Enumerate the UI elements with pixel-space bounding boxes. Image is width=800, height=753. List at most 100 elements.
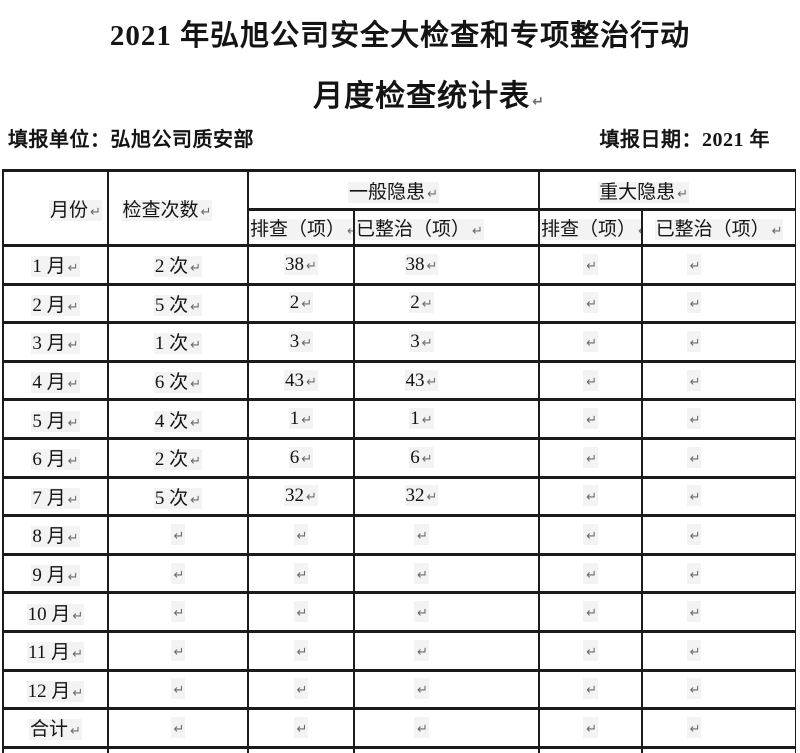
paragraph-mark-icon: ↵: [427, 186, 438, 202]
paragraph-mark-icon: ↵: [301, 451, 313, 467]
paragraph-mark-icon: ↵: [301, 335, 313, 351]
cell-month: 4 月 ↵: [2, 359, 109, 402]
table-row: 1 月 ↵ 2 次 ↵ 38 ↵ 38 ↵ ↵ ↵: [2, 244, 796, 286]
cell-month: 3 月 ↵: [2, 321, 109, 363]
paragraph-mark-icon: ↵: [689, 683, 701, 699]
cell-general-rectified-value: 6: [410, 446, 420, 468]
header-major-rectified: 已整治（项） ↵: [641, 208, 796, 247]
paragraph-mark-icon: ↵: [190, 299, 202, 315]
cell-major-screened: ↵: [538, 591, 644, 633]
cell-month-value: 合计: [30, 719, 69, 741]
cell-major-rectified: ↵: [641, 629, 796, 672]
header-general-screened: 排查（项）↵: [247, 208, 355, 247]
paragraph-mark-icon: ↵: [426, 490, 438, 506]
cell-general-screened: [247, 745, 355, 753]
paragraph-mark-icon: ↵: [190, 261, 202, 277]
cell-month: 7 月 ↵: [2, 475, 109, 518]
cell-general-screened: ↵: [247, 591, 355, 633]
paragraph-mark-icon: ↵: [426, 258, 438, 274]
paragraph-mark-icon: ↵: [586, 335, 597, 351]
paragraph-mark-icon: ↵: [417, 528, 428, 544]
paragraph-mark-icon: ↵: [586, 683, 597, 699]
cell-major-rectified: ↵: [641, 282, 796, 325]
cell-general-rectified-value: 1: [410, 408, 420, 430]
cell-month-value: 8 月: [32, 526, 66, 548]
cell-inspections-value: 5 次: [154, 487, 189, 509]
cell-month-value: 11 月: [28, 642, 71, 664]
cell-month: 1 月 ↵: [2, 244, 109, 286]
cell-inspections: 5 次 ↵: [107, 475, 249, 518]
cell-inspections: 1 次 ↵: [107, 321, 249, 363]
cell-general-screened-value: 2: [289, 292, 300, 314]
cell-general-rectified-value: 2: [410, 292, 420, 314]
paragraph-mark-icon: ↵: [689, 528, 701, 544]
paragraph-mark-icon: ↵: [689, 374, 701, 390]
cell-major-rectified: ↵: [641, 668, 796, 711]
paragraph-mark-icon: ↵: [173, 606, 185, 622]
cell-month-value: 12 月: [27, 680, 71, 702]
cell-month: 11 月 ↵: [2, 629, 109, 672]
cell-major-screened: ↵: [538, 668, 644, 711]
paragraph-mark-icon: ↵: [421, 451, 433, 467]
cell-general-rectified: 1 ↵: [352, 398, 541, 440]
paragraph-mark-icon: ↵: [301, 297, 313, 313]
paragraph-mark-icon: ↵: [586, 567, 597, 583]
cell-inspections: ↵: [107, 668, 249, 711]
cell-inspections: 6 次 ↵: [107, 359, 249, 402]
table-row: 7 月 ↵ 5 次 ↵ 32 ↵ 32 ↵ ↵ ↵: [2, 475, 796, 518]
paragraph-mark-icon: ↵: [417, 721, 428, 737]
cell-inspections: ↵: [107, 514, 249, 556]
cell-general-rectified-value: 38: [405, 253, 425, 275]
paragraph-mark-icon: ↵: [417, 606, 428, 622]
header-row-2: 排查（项）↵ 已整治（项）↵ 排查（项）↵ 已整治（项）↵: [3, 208, 796, 247]
cell-general-rectified: ↵: [352, 629, 541, 672]
paragraph-mark-icon: ↵: [72, 647, 83, 663]
table-row: 6 月 ↵ 2 次 ↵ 6 ↵ 6 ↵ ↵ ↵: [2, 436, 796, 479]
cell-general-screened: 2 ↵: [247, 282, 355, 325]
cell-general-screened: 6 ↵: [247, 436, 355, 479]
paragraph-mark-icon: ↵: [296, 606, 308, 622]
cell-month-value: 5 月: [32, 410, 66, 432]
cell-major-screened: ↵: [538, 359, 644, 402]
paragraph-mark-icon: ↵: [472, 224, 483, 239]
cell-general-screened: ↵: [247, 552, 355, 595]
paragraph-mark-icon: ↵: [586, 297, 597, 313]
paragraph-mark-icon: ↵: [638, 224, 640, 239]
cell-month: 5 月 ↵: [2, 398, 109, 440]
cell-general-screened-value: 6: [289, 446, 300, 468]
paragraph-mark-icon: ↵: [689, 567, 701, 583]
paragraph-mark-icon: ↵: [586, 606, 597, 622]
header-major-hazards: 重大隐患 ↵: [538, 169, 796, 211]
cell-major-screened: ↵: [538, 514, 644, 556]
cell-general-screened-value: 43: [285, 369, 305, 391]
cell-inspections: ↵: [107, 629, 249, 672]
cell-month: 合计 ↵: [2, 707, 109, 749]
paragraph-mark-icon: ↵: [347, 224, 352, 239]
paragraph-mark-icon: ↵: [90, 204, 101, 220]
cell-general-screened-value: 3: [289, 330, 300, 352]
paragraph-mark-icon: ↵: [72, 608, 84, 624]
cell-month-value: 2 月: [32, 294, 66, 316]
cell-month-value: 3 月: [32, 333, 66, 355]
table-body: 1 月 ↵ 2 次 ↵ 38 ↵ 38 ↵ ↵ ↵ 2 月 ↵ 5 次 ↵ 2 ↵ 2 ↵ ↵ ↵ 3 月 ↵ 1 次 ↵ 3 ↵…: [2, 244, 796, 753]
cell-major-screened: [538, 745, 644, 753]
paragraph-mark-icon: ↵: [426, 374, 438, 390]
cell-month: 12 月 ↵: [2, 668, 109, 711]
paragraph-mark-icon: ↵: [296, 567, 308, 583]
cell-general-rectified-value: 32: [405, 485, 425, 507]
cell-month: 6 月 ↵: [2, 436, 109, 479]
table-row: 10 月 ↵ ↵ ↵ ↵ ↵ ↵: [2, 591, 796, 633]
paragraph-mark-icon: ↵: [67, 570, 79, 586]
cell-general-screened: ↵: [247, 707, 355, 749]
cell-major-screened: ↵: [538, 321, 644, 363]
paragraph-mark-icon: ↵: [689, 490, 701, 506]
paragraph-mark-icon: ↵: [67, 338, 79, 354]
paragraph-mark-icon: ↵: [689, 297, 701, 313]
header-general-hazards: 一般隐患 ↵: [246, 169, 541, 211]
paragraph-mark-icon: ↵: [67, 492, 79, 508]
cell-general-screened-value: 32: [285, 485, 305, 507]
paragraph-mark-icon: ↵: [586, 413, 597, 429]
cell-month: [2, 745, 109, 753]
paragraph-mark-icon: ↵: [586, 258, 597, 274]
